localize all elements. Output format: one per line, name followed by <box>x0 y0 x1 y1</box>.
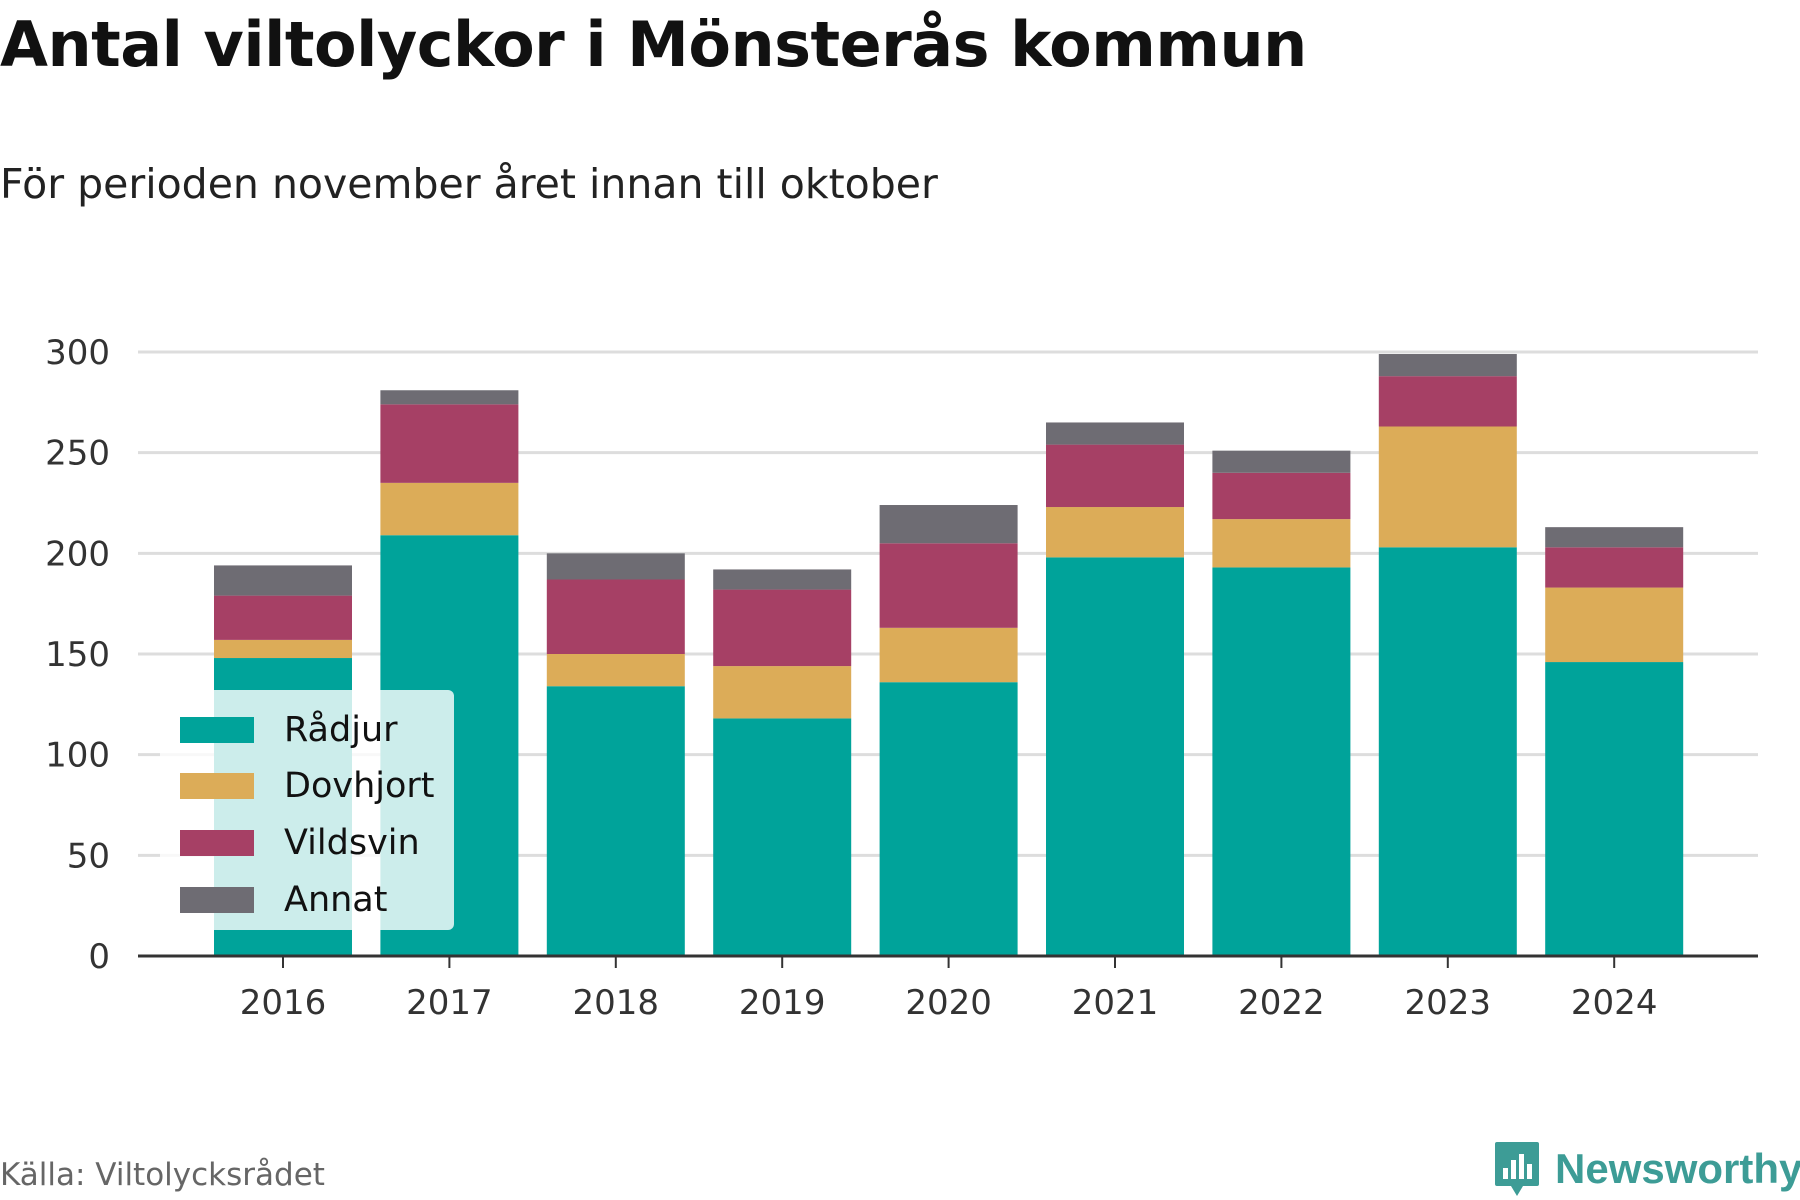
legend-swatch-radjur <box>180 717 254 743</box>
bar-segment-2018-1 <box>546 654 685 687</box>
bar-segment-2023-0 <box>1378 547 1517 956</box>
x-tick-label: 2016 <box>240 983 327 1023</box>
bar-segment-2017-3 <box>380 390 519 405</box>
y-tick-label: 300 <box>45 333 110 373</box>
bar-segment-2022-0 <box>1212 567 1351 956</box>
bar-segment-2019-3 <box>713 569 852 590</box>
bar-segment-2020-2 <box>879 543 1018 628</box>
y-tick-label: 0 <box>88 937 110 977</box>
x-tick-label: 2020 <box>905 983 992 1023</box>
bar-segment-2017-2 <box>380 404 519 483</box>
y-tick-label: 250 <box>45 434 110 474</box>
y-tick-label: 50 <box>67 836 110 876</box>
x-tick-label: 2018 <box>573 983 660 1023</box>
legend-swatch-vildsvin <box>180 830 254 856</box>
bar-segment-2017-1 <box>380 482 519 536</box>
bar-segment-2024-2 <box>1545 547 1684 588</box>
bar-segment-2024-1 <box>1545 587 1684 663</box>
bar-segment-2024-3 <box>1545 527 1684 548</box>
bar-segment-2018-3 <box>546 553 685 580</box>
brand-name: Newsworthy <box>1555 1145 1800 1192</box>
x-tick-label: 2024 <box>1571 983 1658 1023</box>
legend-label-radjur: Rådjur <box>284 710 398 750</box>
y-tick-label: 200 <box>45 534 110 574</box>
bar-segment-2024-0 <box>1545 662 1684 956</box>
bar-segment-2022-1 <box>1212 519 1351 568</box>
legend: Rådjur Dovhjort Vildsvin Annat <box>160 690 454 930</box>
bar-segment-2016-3 <box>214 565 352 596</box>
bar-segment-2022-2 <box>1212 472 1351 520</box>
bar-segment-2022-3 <box>1212 450 1351 473</box>
chart-subtitle: För perioden november året innan till ok… <box>0 160 938 208</box>
legend-item-radjur: Rådjur <box>180 710 398 750</box>
chart-title: Antal viltolyckor i Mönsterås kommun <box>0 8 1307 81</box>
bar-segment-2023-2 <box>1378 376 1517 427</box>
legend-item-dovhjort: Dovhjort <box>180 766 435 806</box>
bar-segment-2018-0 <box>546 686 685 956</box>
bar-segment-2020-3 <box>879 505 1018 544</box>
bar-segment-2019-0 <box>713 718 852 956</box>
bar-segment-2018-2 <box>546 579 685 654</box>
bar-segment-2021-1 <box>1046 507 1184 558</box>
bar-segment-2023-1 <box>1378 426 1517 548</box>
x-tick-label: 2022 <box>1238 983 1325 1023</box>
legend-swatch-dovhjort <box>180 773 254 799</box>
bar-segment-2019-2 <box>713 589 852 667</box>
legend-label-vildsvin: Vildsvin <box>284 823 420 863</box>
bar-segment-2016-1 <box>214 639 352 659</box>
newsworthy-chart-icon <box>1495 1142 1539 1196</box>
y-tick-label: 150 <box>45 635 110 675</box>
y-tick-label: 100 <box>45 736 110 776</box>
legend-item-annat: Annat <box>180 880 387 920</box>
legend-swatch-annat <box>180 887 254 913</box>
bar-segment-2021-3 <box>1046 422 1184 445</box>
bar-segment-2021-0 <box>1046 557 1184 956</box>
bar-segment-2019-1 <box>713 666 852 719</box>
bar-segment-2020-0 <box>879 682 1018 956</box>
x-tick-label: 2019 <box>739 983 826 1023</box>
legend-label-dovhjort: Dovhjort <box>284 766 435 806</box>
bar-segment-2023-3 <box>1378 354 1517 377</box>
source-note: Källa: Viltolycksrådet <box>0 1157 325 1193</box>
newsworthy-logo[interactable]: Newsworthy <box>1493 1140 1800 1198</box>
bar-segment-2016-2 <box>214 595 352 640</box>
axes: 0 50 100 150 200 250 300 2016 2017 2018 2019 2020 20… <box>45 333 1758 1023</box>
bar-segment-2020-1 <box>879 627 1018 683</box>
x-tick-label: 2021 <box>1072 983 1159 1023</box>
x-tick-label: 2023 <box>1405 983 1492 1023</box>
legend-label-annat: Annat <box>284 880 388 920</box>
legend-item-vildsvin: Vildsvin <box>180 823 420 863</box>
x-tick-label: 2017 <box>406 983 493 1023</box>
bar-segment-2021-2 <box>1046 444 1184 508</box>
